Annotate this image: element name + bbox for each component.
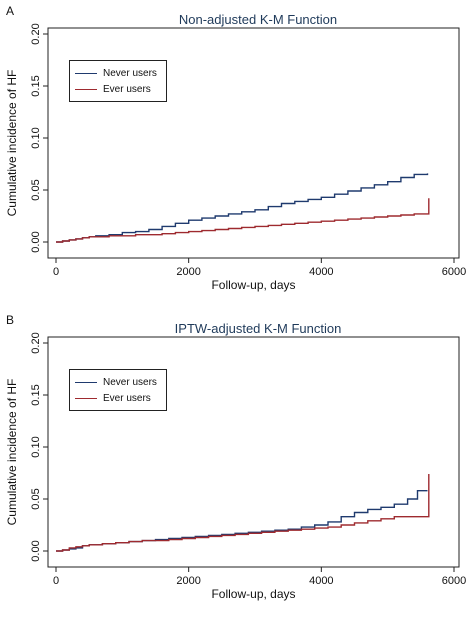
y-axis-title: Cumulative incidence of HF bbox=[5, 70, 19, 217]
x-tick-label: 2000 bbox=[176, 266, 200, 278]
legend-item-never-users: Never users bbox=[75, 66, 157, 80]
y-axis-title: Cumulative incidence of HF bbox=[5, 379, 19, 526]
x-tick-label: 4000 bbox=[309, 266, 333, 278]
legend-label: Ever users bbox=[103, 83, 151, 95]
x-tick-label: 6000 bbox=[442, 266, 466, 278]
y-tick-label: 0.10 bbox=[30, 127, 42, 148]
panel-letter: B bbox=[6, 313, 15, 327]
series-line-ever-users bbox=[56, 198, 430, 243]
series-line-ever-users bbox=[56, 474, 430, 552]
legend-item-ever-users: Ever users bbox=[75, 82, 151, 96]
chart-a: 0.00 0.05 0.10 0.15 0.20 0 2000 4000 6000 Follow-… bbox=[5, 23, 466, 292]
legend-item-ever-users: Ever users bbox=[75, 391, 151, 405]
legend-swatch bbox=[75, 88, 97, 90]
chart-title: IPTW-adjusted K-M Function bbox=[174, 321, 342, 336]
y-tick-label: 0.20 bbox=[30, 332, 42, 353]
x-tick-label: 4000 bbox=[309, 575, 333, 587]
x-tick-label: 0 bbox=[53, 266, 59, 278]
legend-label: Never users bbox=[103, 67, 157, 79]
x-tick-label: 2000 bbox=[176, 575, 200, 587]
y-tick-label: 0.05 bbox=[30, 488, 42, 509]
legend-swatch bbox=[75, 72, 97, 74]
legend-label: Never users bbox=[103, 376, 157, 388]
y-tick-label: 0.00 bbox=[30, 231, 42, 252]
x-tick-label: 6000 bbox=[442, 575, 466, 587]
legend-swatch bbox=[75, 381, 97, 383]
plot-frame bbox=[47, 27, 460, 259]
y-tick-label: 0.10 bbox=[30, 436, 42, 457]
plot-frame bbox=[47, 336, 460, 568]
x-axis-title: Follow-up, days bbox=[211, 587, 295, 601]
legend: Never users Ever users bbox=[69, 60, 167, 102]
legend: Never users Ever users bbox=[69, 369, 167, 411]
series-line-never-users bbox=[56, 173, 429, 243]
panel-letter: A bbox=[6, 4, 15, 18]
panel-a: 0.00 0.05 0.10 0.15 0.20 0 2000 4000 6000 Follow-… bbox=[5, 4, 466, 292]
y-tick-label: 0.15 bbox=[30, 75, 42, 96]
chart-title: Non-adjusted K-M Function bbox=[178, 12, 338, 27]
legend-swatch bbox=[75, 397, 97, 399]
y-tick-label: 0.05 bbox=[30, 179, 42, 200]
x-axis-title: Follow-up, days bbox=[211, 278, 295, 292]
y-tick-label: 0.00 bbox=[30, 540, 42, 561]
legend-label: Ever users bbox=[103, 392, 151, 404]
x-tick-label: 0 bbox=[53, 575, 59, 587]
y-tick-label: 0.15 bbox=[30, 384, 42, 405]
chart-b: 0.00 0.05 0.10 0.15 0.20 0 2000 4000 6000 Follow-… bbox=[5, 332, 466, 601]
legend-item-never-users: Never users bbox=[75, 375, 157, 389]
panel-b: 0.00 0.05 0.10 0.15 0.20 0 2000 4000 6000 Follow-… bbox=[0, 309, 474, 618]
y-tick-label: 0.20 bbox=[30, 23, 42, 44]
